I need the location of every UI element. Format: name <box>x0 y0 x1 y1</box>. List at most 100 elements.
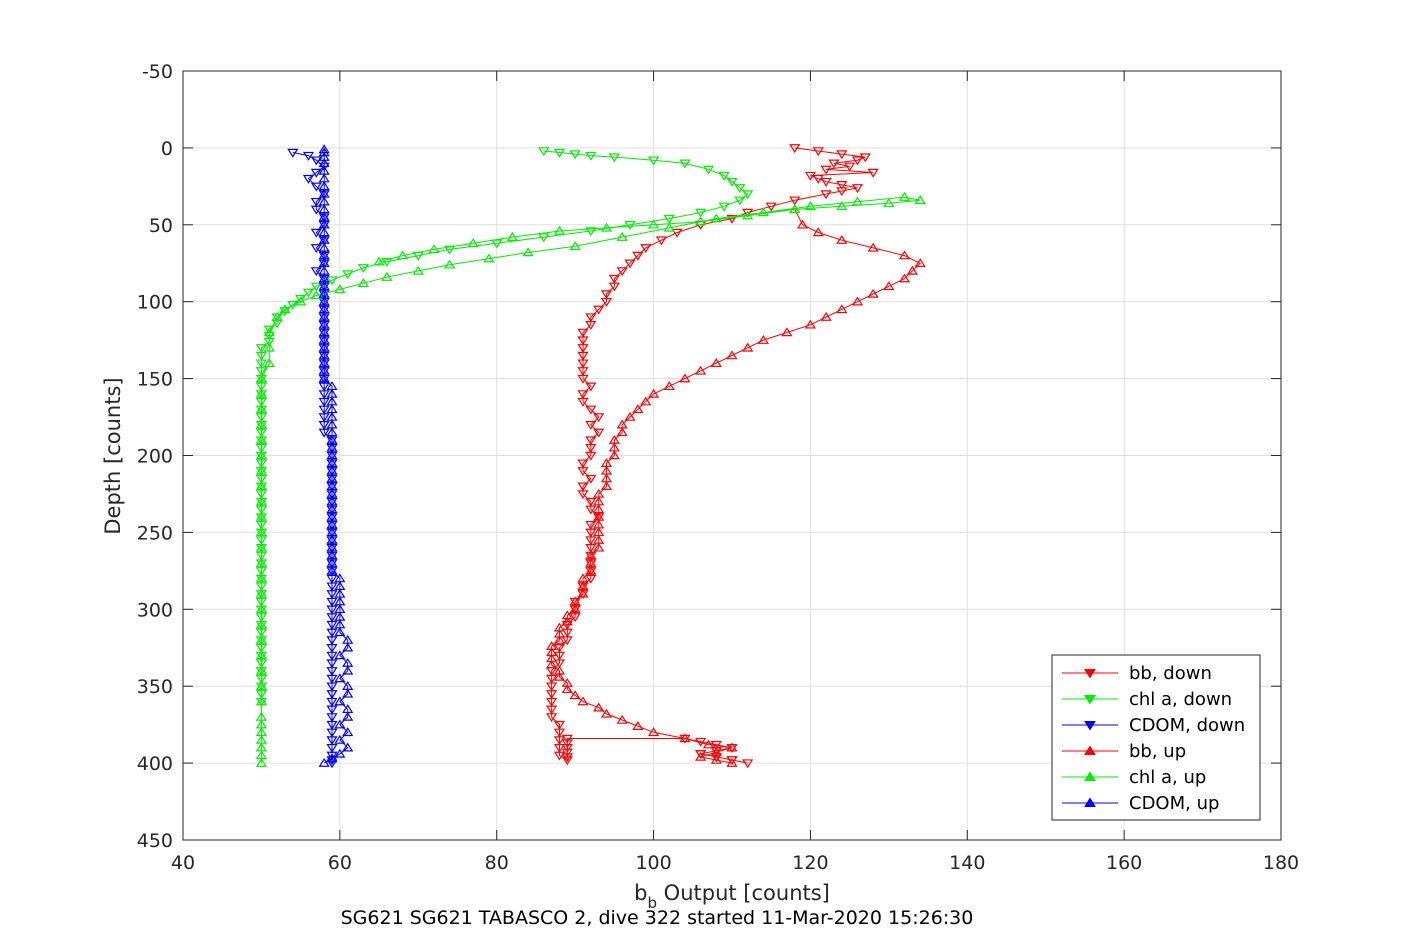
data-point <box>561 753 573 763</box>
data-point <box>553 628 566 638</box>
data-point <box>726 177 738 187</box>
data-point <box>608 442 620 452</box>
data-point <box>255 681 268 690</box>
data-point <box>334 719 346 729</box>
data-point <box>326 667 338 677</box>
data-point <box>444 245 456 255</box>
data-point <box>577 336 589 346</box>
data-point <box>600 708 613 718</box>
data-point <box>263 358 275 367</box>
data-point <box>255 750 268 760</box>
data-point <box>318 181 330 191</box>
data-point <box>726 214 738 224</box>
data-point <box>342 634 354 644</box>
data-point <box>546 705 558 715</box>
data-point <box>546 641 558 650</box>
data-layer <box>255 144 926 769</box>
data-point <box>318 428 330 438</box>
data-point <box>593 428 605 438</box>
data-point <box>906 265 918 275</box>
data-point <box>608 153 620 163</box>
data-point <box>757 207 769 217</box>
data-point <box>553 643 566 653</box>
legend-label: chl a, down <box>1129 689 1232 710</box>
data-point <box>326 759 338 769</box>
data-point <box>561 636 573 646</box>
data-point <box>742 759 754 769</box>
data-point <box>820 165 832 175</box>
data-point <box>318 188 330 198</box>
data-point <box>255 404 268 414</box>
data-point <box>585 557 597 567</box>
data-point <box>318 165 330 175</box>
data-point <box>334 696 346 706</box>
data-point <box>804 171 817 181</box>
data-point <box>577 588 589 598</box>
data-point <box>608 282 620 292</box>
data-point <box>334 734 346 744</box>
data-point <box>695 216 707 226</box>
data-point <box>553 751 566 761</box>
data-point <box>812 227 824 237</box>
data-point <box>726 756 738 766</box>
data-point <box>342 642 354 652</box>
data-point <box>647 156 660 166</box>
data-point <box>255 619 268 629</box>
data-point <box>797 219 809 229</box>
data-point <box>326 534 338 544</box>
data-point <box>318 151 330 161</box>
data-point <box>616 714 628 724</box>
data-point <box>836 234 848 244</box>
data-point <box>585 420 597 430</box>
y-tick-label: 350 <box>137 676 173 698</box>
data-point <box>318 258 330 267</box>
data-point <box>318 158 330 168</box>
data-point <box>585 444 597 453</box>
series-chl-a-up <box>255 191 926 767</box>
data-point <box>255 511 268 521</box>
data-point <box>318 265 330 275</box>
data-point <box>655 236 667 246</box>
data-point <box>255 573 268 583</box>
data-point <box>577 344 589 354</box>
data-point <box>310 290 322 300</box>
data-point <box>318 390 330 400</box>
data-point <box>255 367 268 377</box>
data-point <box>342 727 354 737</box>
data-point <box>538 233 550 243</box>
series-bb-down <box>546 144 879 769</box>
y-axis-label: Depth [counts] <box>101 377 125 534</box>
data-point <box>326 519 338 529</box>
data-point <box>318 296 330 306</box>
x-tick-label: 40 <box>171 852 195 874</box>
data-point <box>553 148 566 158</box>
data-point <box>334 748 346 758</box>
data-point <box>522 247 534 257</box>
data-point <box>255 419 268 429</box>
data-point <box>898 250 911 260</box>
data-point <box>569 604 581 614</box>
data-point <box>326 465 338 475</box>
data-point <box>255 742 268 752</box>
data-point <box>836 150 848 160</box>
y-tick-label: 200 <box>137 446 173 468</box>
data-point <box>287 148 299 158</box>
data-point <box>444 259 456 269</box>
data-point <box>561 677 573 687</box>
data-point <box>789 204 801 214</box>
chart-title: SG621 SG621 TABASCO 2, dive 322 started … <box>341 907 974 929</box>
data-point <box>883 281 895 291</box>
data-point <box>310 267 322 277</box>
legend-marker <box>1084 771 1096 781</box>
data-point <box>310 244 322 254</box>
data-point <box>820 311 832 321</box>
data-point <box>310 168 322 178</box>
data-point <box>585 436 597 446</box>
data-point <box>577 367 589 377</box>
data-point <box>334 673 346 683</box>
data-point <box>326 674 338 684</box>
data-point <box>334 581 346 590</box>
data-point <box>357 278 369 287</box>
data-point <box>561 748 573 758</box>
